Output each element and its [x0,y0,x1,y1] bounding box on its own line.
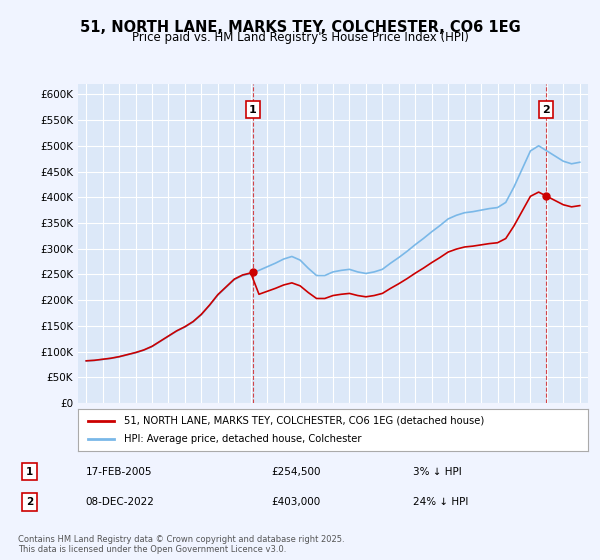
Text: Price paid vs. HM Land Registry's House Price Index (HPI): Price paid vs. HM Land Registry's House … [131,31,469,44]
Text: 1: 1 [26,467,33,477]
Text: 17-FEB-2005: 17-FEB-2005 [86,467,152,477]
Text: 3% ↓ HPI: 3% ↓ HPI [413,467,461,477]
Text: £254,500: £254,500 [272,467,322,477]
Text: 1: 1 [249,105,257,115]
Text: 2: 2 [542,105,550,115]
Text: HPI: Average price, detached house, Colchester: HPI: Average price, detached house, Colc… [124,434,361,444]
Text: 51, NORTH LANE, MARKS TEY, COLCHESTER, CO6 1EG: 51, NORTH LANE, MARKS TEY, COLCHESTER, C… [80,20,520,35]
Text: Contains HM Land Registry data © Crown copyright and database right 2025.
This d: Contains HM Land Registry data © Crown c… [18,535,344,554]
Text: £403,000: £403,000 [272,497,321,507]
Text: 2: 2 [26,497,33,507]
Text: 24% ↓ HPI: 24% ↓ HPI [413,497,468,507]
Text: 51, NORTH LANE, MARKS TEY, COLCHESTER, CO6 1EG (detached house): 51, NORTH LANE, MARKS TEY, COLCHESTER, C… [124,416,484,426]
Text: 08-DEC-2022: 08-DEC-2022 [86,497,155,507]
